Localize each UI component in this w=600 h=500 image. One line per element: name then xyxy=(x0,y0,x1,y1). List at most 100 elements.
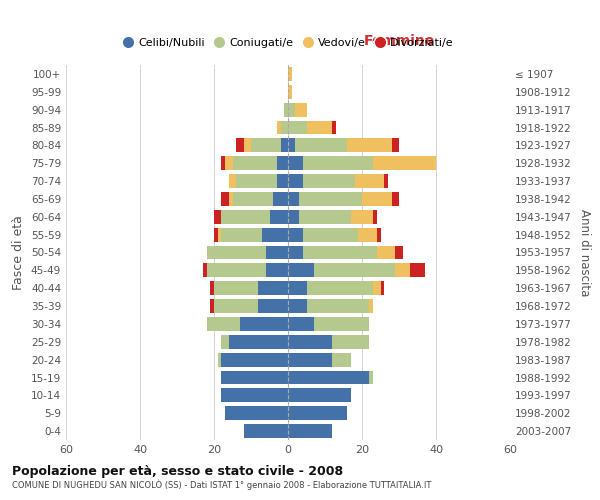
Bar xyxy=(288,317,314,331)
Bar xyxy=(214,299,288,313)
Bar xyxy=(284,102,288,117)
Bar xyxy=(288,174,355,188)
Bar xyxy=(288,370,373,384)
Bar xyxy=(288,174,384,188)
Bar xyxy=(288,102,307,117)
Bar xyxy=(288,192,392,206)
Bar xyxy=(218,352,288,366)
Bar xyxy=(288,299,373,313)
Bar xyxy=(221,352,288,366)
Bar xyxy=(229,335,288,349)
Bar xyxy=(288,388,351,402)
Bar xyxy=(214,281,288,295)
Bar xyxy=(288,264,395,278)
Bar xyxy=(288,228,358,241)
Bar xyxy=(288,120,332,134)
Bar xyxy=(288,174,388,188)
Bar xyxy=(288,120,336,134)
Bar xyxy=(288,352,351,366)
Bar xyxy=(288,424,332,438)
Bar xyxy=(244,424,288,438)
Bar xyxy=(221,156,288,170)
Bar xyxy=(288,210,373,224)
Bar xyxy=(221,370,288,384)
Bar xyxy=(288,281,384,295)
Bar xyxy=(229,174,288,188)
Bar xyxy=(284,102,288,117)
Bar xyxy=(288,228,303,241)
Bar xyxy=(288,210,351,224)
Text: Popolazione per età, sesso e stato civile - 2008: Popolazione per età, sesso e stato civil… xyxy=(12,465,343,478)
Bar xyxy=(244,424,288,438)
Bar xyxy=(269,210,288,224)
Bar xyxy=(288,138,295,152)
Bar xyxy=(288,156,373,170)
Bar xyxy=(288,210,377,224)
Bar xyxy=(288,264,425,278)
Bar xyxy=(211,299,288,313)
Bar xyxy=(288,246,303,260)
Bar xyxy=(229,192,288,206)
Bar xyxy=(221,210,288,224)
Bar xyxy=(221,388,288,402)
Bar xyxy=(221,388,288,402)
Bar xyxy=(277,156,288,170)
Bar xyxy=(225,406,288,420)
Bar xyxy=(288,335,332,349)
Bar xyxy=(288,299,370,313)
Bar xyxy=(277,120,288,134)
Bar xyxy=(214,228,288,241)
Bar xyxy=(288,352,351,366)
Bar xyxy=(206,246,288,260)
Bar xyxy=(206,317,288,331)
Bar xyxy=(288,228,377,241)
Bar xyxy=(206,264,288,278)
Bar xyxy=(288,370,373,384)
Bar xyxy=(236,138,288,152)
Bar xyxy=(244,424,288,438)
Bar xyxy=(288,424,332,438)
Legend: Celibi/Nubili, Coniugati/e, Vedovi/e, Divorziati/e: Celibi/Nubili, Coniugati/e, Vedovi/e, Di… xyxy=(118,33,458,52)
Bar xyxy=(288,138,347,152)
Bar xyxy=(288,281,380,295)
Bar xyxy=(225,406,288,420)
Bar xyxy=(218,228,288,241)
Y-axis label: Anni di nascita: Anni di nascita xyxy=(578,209,591,296)
Bar xyxy=(221,210,288,224)
Bar xyxy=(288,424,332,438)
Bar xyxy=(288,388,351,402)
Bar xyxy=(288,67,292,81)
Bar xyxy=(288,85,292,99)
Y-axis label: Fasce di età: Fasce di età xyxy=(13,215,25,290)
Bar xyxy=(206,317,288,331)
Bar xyxy=(262,228,288,241)
Bar xyxy=(206,317,288,331)
Text: Femmine: Femmine xyxy=(364,34,434,48)
Bar xyxy=(218,352,288,366)
Bar xyxy=(221,228,288,241)
Bar xyxy=(288,317,370,331)
Bar xyxy=(244,424,288,438)
Bar xyxy=(288,85,292,99)
Bar xyxy=(281,120,288,134)
Bar xyxy=(266,246,288,260)
Bar xyxy=(288,264,410,278)
Bar xyxy=(288,281,373,295)
Bar xyxy=(218,352,288,366)
Bar xyxy=(288,156,303,170)
Bar xyxy=(288,335,370,349)
Bar xyxy=(288,281,307,295)
Bar xyxy=(288,406,347,420)
Bar xyxy=(288,335,370,349)
Bar xyxy=(288,299,307,313)
Bar xyxy=(288,388,351,402)
Bar xyxy=(288,138,392,152)
Bar xyxy=(288,406,347,420)
Bar xyxy=(288,388,351,402)
Bar xyxy=(288,67,292,81)
Bar xyxy=(221,388,288,402)
Bar xyxy=(277,174,288,188)
Bar xyxy=(240,317,288,331)
Bar xyxy=(251,138,288,152)
Bar xyxy=(288,156,436,170)
